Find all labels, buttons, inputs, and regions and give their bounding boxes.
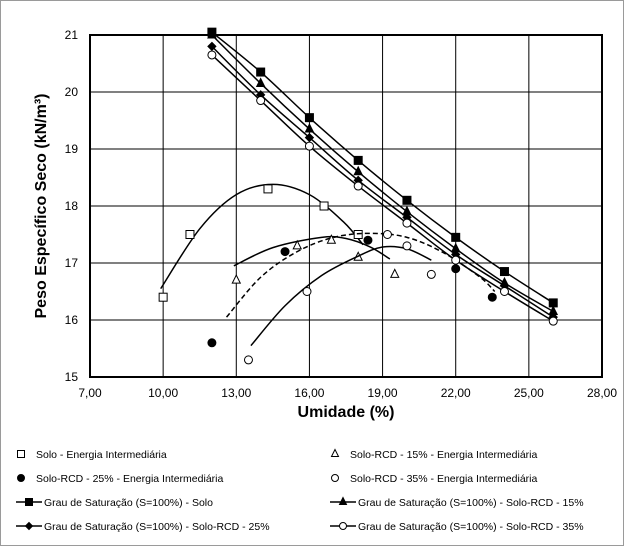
- x-axis-title: Umidade (%): [298, 404, 395, 421]
- legend-label: Grau de Saturação (S=100%) - Solo-RCD - …: [44, 521, 270, 533]
- data-point: [231, 273, 242, 284]
- data-point: [319, 201, 329, 211]
- series-8: [207, 50, 558, 326]
- data-point: [243, 355, 253, 365]
- series-4: [243, 230, 436, 365]
- data-point: [402, 241, 412, 251]
- data-point: [402, 195, 412, 205]
- data-point: [207, 50, 217, 60]
- data-point: [353, 181, 363, 191]
- y-tick-label: 16: [65, 313, 79, 327]
- legend: Solo - Energia Intermediária Solo-RCD - 1…: [16, 448, 584, 533]
- data-point: [263, 184, 273, 194]
- legend-item: Solo-RCD - 15% - Energia Intermediária: [330, 448, 537, 461]
- legend-item: Grau de Saturação (S=100%) - Solo-RCD - …: [330, 496, 584, 509]
- data-point: [382, 230, 392, 239]
- data-point: [548, 316, 558, 326]
- data-point: [304, 113, 314, 123]
- data-point: [280, 247, 290, 257]
- legend-item: Solo-RCD - 25% - Energia Intermediária: [17, 473, 223, 485]
- data-point: [499, 287, 509, 296]
- data-point: [207, 41, 217, 52]
- data-point: [304, 141, 314, 151]
- compaction-curve: [250, 245, 432, 347]
- legend-marker: [331, 474, 339, 482]
- compaction-curve: [160, 183, 364, 290]
- data-point: [207, 28, 217, 39]
- y-tick-label: 17: [65, 256, 79, 270]
- legend-marker: [339, 522, 347, 530]
- data-point: [255, 77, 266, 87]
- data-point: [302, 287, 312, 296]
- x-tick-label: 19,00: [368, 386, 398, 400]
- data-point: [353, 230, 363, 239]
- x-tick-label: 25,00: [514, 386, 544, 400]
- y-tick-label: 20: [65, 85, 79, 99]
- series-1: [158, 183, 364, 302]
- legend-label: Solo-RCD - 25% - Energia Intermediária: [36, 473, 223, 485]
- legend-label: Grau de Saturação (S=100%) - Solo-RCD - …: [358, 521, 584, 533]
- y-axis-title: Peso Específico Seco (kN/m³): [33, 94, 50, 319]
- data-point: [499, 267, 509, 277]
- legend-item: Solo - Energia Intermediária: [17, 449, 167, 461]
- data-point: [353, 155, 363, 165]
- data-point: [363, 235, 373, 245]
- legend-item: Grau de Saturação (S=100%) - Solo-RCD - …: [330, 521, 584, 533]
- data-point: [426, 269, 436, 279]
- legend-label: Grau de Saturação (S=100%) - Solo-RCD - …: [358, 497, 584, 509]
- legend-marker: [17, 450, 25, 458]
- legend-item: Grau de Saturação (S=100%) - Solo-RCD - …: [16, 521, 270, 533]
- y-tick-label: 21: [65, 28, 79, 42]
- data-point: [304, 132, 315, 143]
- x-tick-label: 16,00: [294, 386, 324, 400]
- x-tick-label: 22,00: [441, 386, 471, 400]
- x-tick-label: 13,00: [221, 386, 251, 400]
- grid-layer: [90, 35, 602, 377]
- data-point: [292, 239, 303, 250]
- saturation-line: [211, 31, 554, 304]
- legend-label: Solo-RCD - 35% - Energia Intermediária: [350, 473, 537, 485]
- legend-marker: [25, 498, 33, 506]
- x-axis-ticks: 7,00 10,00 13,00 16,00 19,00 22,00 25,00 28,00: [78, 386, 617, 400]
- data-point: [256, 67, 266, 77]
- y-tick-label: 15: [65, 370, 79, 384]
- legend-label: Solo-RCD - 15% - Energia Intermediária: [350, 449, 537, 461]
- data-point: [158, 292, 168, 302]
- data-point: [353, 165, 363, 176]
- legend-marker: [24, 521, 34, 531]
- data-point: [451, 232, 461, 242]
- y-tick-label: 19: [65, 142, 79, 156]
- legend-label: Solo - Energia Intermediária: [36, 449, 167, 461]
- data-point: [389, 268, 400, 278]
- data-point: [451, 255, 461, 265]
- x-tick-label: 7,00: [78, 386, 102, 400]
- data-point: [185, 230, 195, 239]
- data-point: [256, 96, 266, 106]
- legend-marker: [338, 496, 348, 505]
- data-point: [451, 264, 461, 274]
- x-tick-label: 28,00: [587, 386, 617, 400]
- data-point: [304, 122, 315, 133]
- plot-area: [89, 34, 603, 378]
- legend-item: Grau de Saturação (S=100%) - Solo: [16, 497, 213, 509]
- y-tick-label: 18: [65, 199, 79, 213]
- legend-marker: [330, 448, 340, 457]
- x-tick-label: 10,00: [148, 386, 178, 400]
- data-point: [402, 218, 412, 228]
- data-layer: [158, 27, 559, 365]
- data-point: [487, 292, 497, 302]
- series-2: [231, 234, 400, 284]
- legend-item: Solo-RCD - 35% - Energia Intermediária: [331, 473, 537, 485]
- data-point: [207, 338, 217, 348]
- y-axis-ticks: 15 16 17 18 19 20 21: [65, 28, 79, 384]
- legend-label: Grau de Saturação (S=100%) - Solo: [44, 497, 213, 509]
- legend-marker: [17, 474, 25, 482]
